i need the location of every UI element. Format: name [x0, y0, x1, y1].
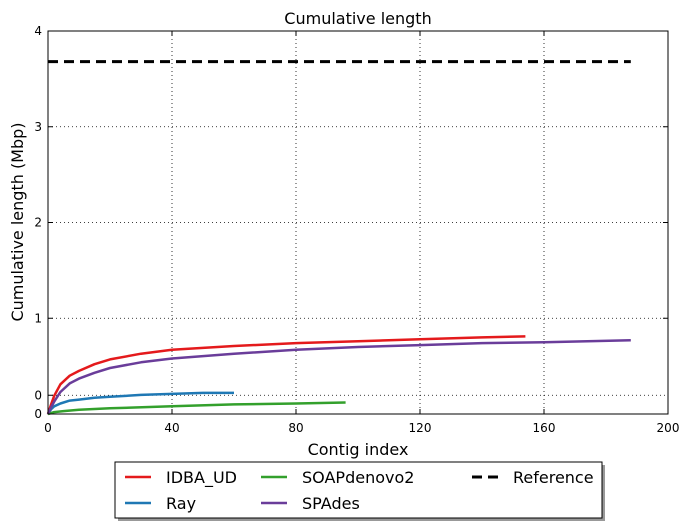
- y-tick-label: 2: [34, 216, 42, 230]
- x-tick-label: 160: [533, 421, 556, 435]
- x-tick-label: 80: [288, 421, 303, 435]
- legend-label-soapdenovo2: SOAPdenovo2: [302, 468, 414, 487]
- x-axis-label: Contig index: [308, 440, 409, 459]
- legend-box: [114, 461, 603, 519]
- legend-label-spades: SPAdes: [302, 494, 360, 513]
- series-line-ray: [46, 391, 234, 415]
- y-tick-label: 3: [34, 120, 42, 134]
- x-tick-label: 40: [164, 421, 179, 435]
- y-tick-label-extra: 0: [34, 388, 42, 402]
- legend-label-idba-ud: IDBA_UD: [166, 468, 237, 488]
- series-line-soapdenovo2: [47, 401, 346, 416]
- y-axis-label: Cumulative length (Mbp): [8, 122, 27, 321]
- series-layer: [46, 60, 631, 416]
- chart-title: Cumulative length: [284, 9, 431, 28]
- legend: IDBA_UD Ray SOAPdenovo2 SPAdes Reference: [114, 461, 605, 521]
- series-line-spades: [46, 339, 631, 415]
- series-line-idba-ud: [46, 335, 526, 415]
- x-tick-label: 120: [409, 421, 432, 435]
- x-tick-label: 200: [657, 421, 680, 435]
- y-tick-label: 4: [34, 24, 42, 38]
- legend-label-reference: Reference: [513, 468, 594, 487]
- legend-items: IDBA_UD Ray SOAPdenovo2 SPAdes Reference: [125, 468, 594, 513]
- legend-label-ray: Ray: [166, 494, 196, 513]
- grid-layer: [48, 31, 668, 414]
- y-tick-label: 0: [34, 407, 42, 421]
- x-tick-label: 0: [44, 421, 52, 435]
- y-tick-label: 1: [34, 311, 42, 325]
